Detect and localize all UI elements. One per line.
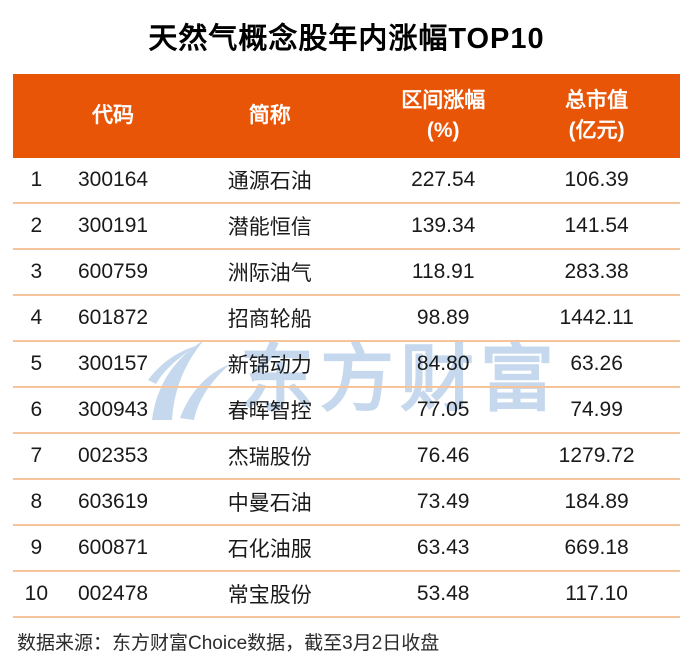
cell-rank: 5 [13,341,60,388]
cell-change: 76.46 [373,433,514,480]
cell-name: 杰瑞股份 [166,433,374,480]
cell-change: 98.89 [373,295,514,342]
cell-code: 002353 [59,433,167,480]
cell-name: 招商轮船 [166,295,374,342]
cell-code: 002478 [59,571,167,618]
cell-code: 600759 [59,249,167,296]
table-row: 3 600759 洲际油气 118.91 283.38 [13,249,680,296]
cell-code: 601872 [59,295,167,342]
table-row: 9 600871 石化油服 63.43 669.18 [13,525,680,572]
cell-change: 139.34 [373,203,514,250]
cell-name: 潜能恒信 [166,203,374,250]
cell-name: 新锦动力 [166,341,374,388]
table-row: 2 300191 潜能恒信 139.34 141.54 [13,203,680,250]
cell-rank: 8 [13,479,60,526]
table-row: 7 002353 杰瑞股份 76.46 1279.72 [13,433,680,480]
cell-rank: 3 [13,249,60,296]
table-row: 8 603619 中曼石油 73.49 184.89 [13,479,680,526]
cell-mcap: 63.26 [513,341,680,388]
table-header: 代码 简称 区间涨幅 (%) 总市值 (亿元) [13,74,680,158]
cell-code: 600871 [59,525,167,572]
table-row: 6 300943 春晖智控 77.05 74.99 [13,387,680,434]
cell-mcap: 1279.72 [513,433,680,480]
table-row: 1 300164 通源石油 227.54 106.39 [13,158,680,204]
header-mcap: 总市值 (亿元) [513,74,680,158]
cell-rank: 6 [13,387,60,434]
header-code: 代码 [59,74,167,158]
cell-change: 63.43 [373,525,514,572]
cell-name: 通源石油 [166,158,374,204]
data-source-note: 数据来源：东方财富Choice数据，截至3月2日收盘 [17,633,440,654]
cell-rank: 9 [13,525,60,572]
cell-name: 石化油服 [166,525,374,572]
table-body: 1 300164 通源石油 227.54 106.39 2 300191 潜能恒信 139.34… [13,158,680,618]
header-change: 区间涨幅 (%) [373,74,514,158]
cell-mcap: 117.10 [513,571,680,618]
top10-table-container: 代码 简称 区间涨幅 (%) 总市值 (亿元) 1 300164 通源石油 227.5… [13,74,680,618]
cell-code: 300157 [59,341,167,388]
cell-name: 春晖智控 [166,387,374,434]
table-row: 5 300157 新锦动力 84.80 63.26 [13,341,680,388]
cell-rank: 10 [13,571,60,618]
cell-name: 洲际油气 [166,249,374,296]
cell-code: 300164 [59,158,167,204]
cell-name: 中曼石油 [166,479,374,526]
cell-mcap: 106.39 [513,158,680,204]
cell-code: 300191 [59,203,167,250]
cell-rank: 4 [13,295,60,342]
cell-change: 227.54 [373,158,514,204]
cell-code: 300943 [59,387,167,434]
table-row: 4 601872 招商轮船 98.89 1442.11 [13,295,680,342]
cell-name: 常宝股份 [166,571,374,618]
top10-table: 代码 简称 区间涨幅 (%) 总市值 (亿元) 1 300164 通源石油 227.5… [13,74,680,618]
cell-rank: 1 [13,158,60,204]
cell-mcap: 283.38 [513,249,680,296]
cell-rank: 2 [13,203,60,250]
cell-change: 77.05 [373,387,514,434]
cell-rank: 7 [13,433,60,480]
page-title: 天然气概念股年内涨幅TOP10 [148,23,545,55]
cell-mcap: 184.89 [513,479,680,526]
header-rank [13,74,60,158]
cell-code: 603619 [59,479,167,526]
cell-change: 73.49 [373,479,514,526]
table-row: 10 002478 常宝股份 53.48 117.10 [13,571,680,618]
cell-change: 53.48 [373,571,514,618]
cell-mcap: 1442.11 [513,295,680,342]
cell-mcap: 74.99 [513,387,680,434]
header-name: 简称 [166,74,374,158]
cell-mcap: 141.54 [513,203,680,250]
cell-mcap: 669.18 [513,525,680,572]
cell-change: 84.80 [373,341,514,388]
cell-change: 118.91 [373,249,514,296]
